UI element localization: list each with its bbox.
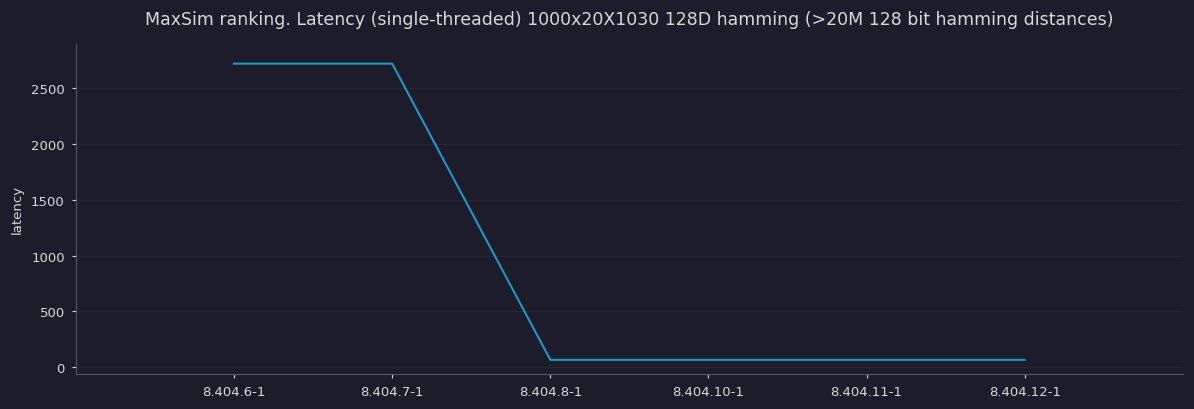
Y-axis label: latency: latency xyxy=(11,184,24,234)
Title: MaxSim ranking. Latency (single-threaded) 1000x20X1030 128D hamming (>20M 128 bi: MaxSim ranking. Latency (single-threaded… xyxy=(146,11,1114,29)
